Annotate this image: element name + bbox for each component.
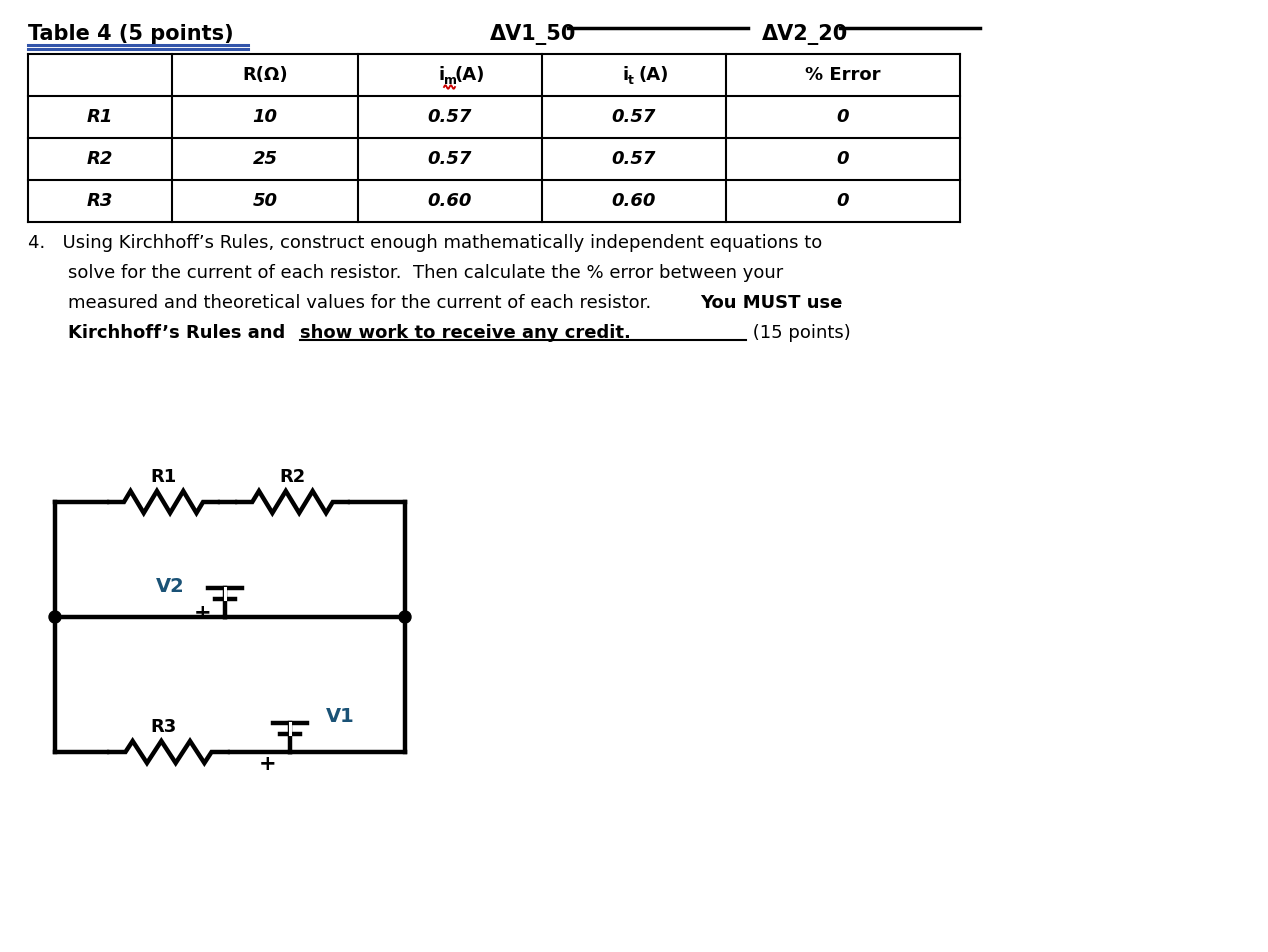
Text: i: i: [623, 66, 628, 84]
Text: t: t: [628, 73, 634, 87]
Text: 0: 0: [837, 108, 850, 126]
Text: 50: 50: [252, 192, 278, 210]
Text: (A): (A): [638, 66, 668, 84]
Circle shape: [49, 611, 61, 623]
Text: ΔV1_50: ΔV1_50: [489, 24, 577, 45]
Text: show work to receive any credit.: show work to receive any credit.: [301, 324, 631, 342]
Text: 0: 0: [837, 150, 850, 168]
Text: +: +: [194, 603, 212, 623]
Text: 25: 25: [252, 150, 278, 168]
Text: measured and theoretical values for the current of each resistor.: measured and theoretical values for the …: [68, 294, 657, 312]
Text: R2: R2: [86, 150, 113, 168]
Text: +: +: [259, 754, 276, 774]
Text: solve for the current of each resistor.  Then calculate the % error between your: solve for the current of each resistor. …: [68, 264, 784, 282]
Text: 0.60: 0.60: [612, 192, 656, 210]
Text: m: m: [444, 73, 456, 87]
Text: V2: V2: [156, 578, 184, 597]
Text: 0.60: 0.60: [427, 192, 472, 210]
Text: V1: V1: [326, 707, 354, 726]
Text: 0.57: 0.57: [427, 150, 472, 168]
Text: i: i: [437, 66, 444, 84]
Text: % Error: % Error: [805, 66, 881, 84]
Text: (A): (A): [454, 66, 484, 84]
Text: R1: R1: [86, 108, 113, 126]
Text: R1: R1: [151, 468, 176, 486]
Text: 0.57: 0.57: [427, 108, 472, 126]
Text: R3: R3: [151, 718, 176, 736]
Text: You MUST use: You MUST use: [700, 294, 842, 312]
Text: R2: R2: [279, 468, 306, 486]
Text: 4.   Using Kirchhoff’s Rules, construct enough mathematically independent equati: 4. Using Kirchhoff’s Rules, construct en…: [28, 234, 822, 252]
Text: 0.57: 0.57: [612, 108, 656, 126]
Text: Kirchhoff’s Rules and: Kirchhoff’s Rules and: [68, 324, 292, 342]
Text: R3: R3: [86, 192, 113, 210]
Text: ΔV2_20: ΔV2_20: [762, 24, 848, 45]
Text: (15 points): (15 points): [747, 324, 851, 342]
Text: Table 4 (5 points): Table 4 (5 points): [28, 24, 233, 44]
Text: 0.57: 0.57: [612, 150, 656, 168]
Text: 10: 10: [252, 108, 278, 126]
Circle shape: [399, 611, 411, 623]
Text: 0: 0: [837, 192, 850, 210]
Text: R(Ω): R(Ω): [242, 66, 288, 84]
